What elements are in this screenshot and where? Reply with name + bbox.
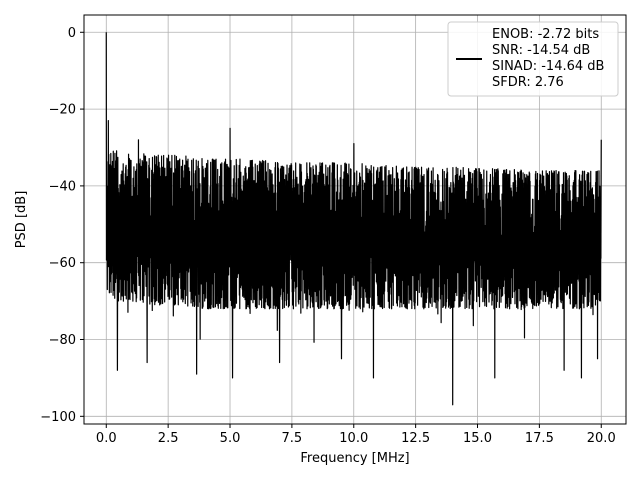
axes-frame <box>83 14 627 425</box>
x-tick-label-8: 20.0 <box>587 431 616 446</box>
psd-series-line <box>105 32 602 406</box>
ticks: 0.0 2.5 5.0 7.5 10.0 12.5 15.0 17.5 20.0 0 −20 −40 −… <box>40 26 615 446</box>
x-tick-label-2: 5.0 <box>220 431 241 446</box>
axes-box <box>83 14 627 425</box>
y-tick-label-0: 0 <box>68 26 76 41</box>
legend-entry-1: SNR: -14.54 dB <box>492 43 590 58</box>
legend-box <box>447 21 619 97</box>
x-tick-label-4: 10.0 <box>339 431 368 446</box>
y-axis-label: PSD [dB] <box>14 191 29 249</box>
plot-area <box>105 32 602 406</box>
x-tick-label-3: 7.5 <box>282 431 303 446</box>
x-tick-label-0: 0.0 <box>96 431 117 446</box>
x-tick-label-1: 2.5 <box>158 431 179 446</box>
x-tick-label-7: 17.5 <box>525 431 554 446</box>
y-tick-label-3: −60 <box>49 256 76 271</box>
y-tick-label-5: −100 <box>40 410 76 425</box>
legend-entry-0: ENOB: -2.72 bits <box>492 27 599 42</box>
x-tick-label-6: 15.0 <box>463 431 492 446</box>
x-axis-label: Frequency [MHz] <box>300 451 409 466</box>
legend-entry-2: SINAD: -14.64 dB <box>492 59 604 74</box>
y-tick-label-4: −80 <box>49 333 76 348</box>
y-tick-label-1: −20 <box>49 103 76 118</box>
x-tick-label-5: 12.5 <box>401 431 430 446</box>
y-tick-label-2: −40 <box>49 179 76 194</box>
legend-entry-3: SFDR: 2.76 <box>492 75 564 90</box>
